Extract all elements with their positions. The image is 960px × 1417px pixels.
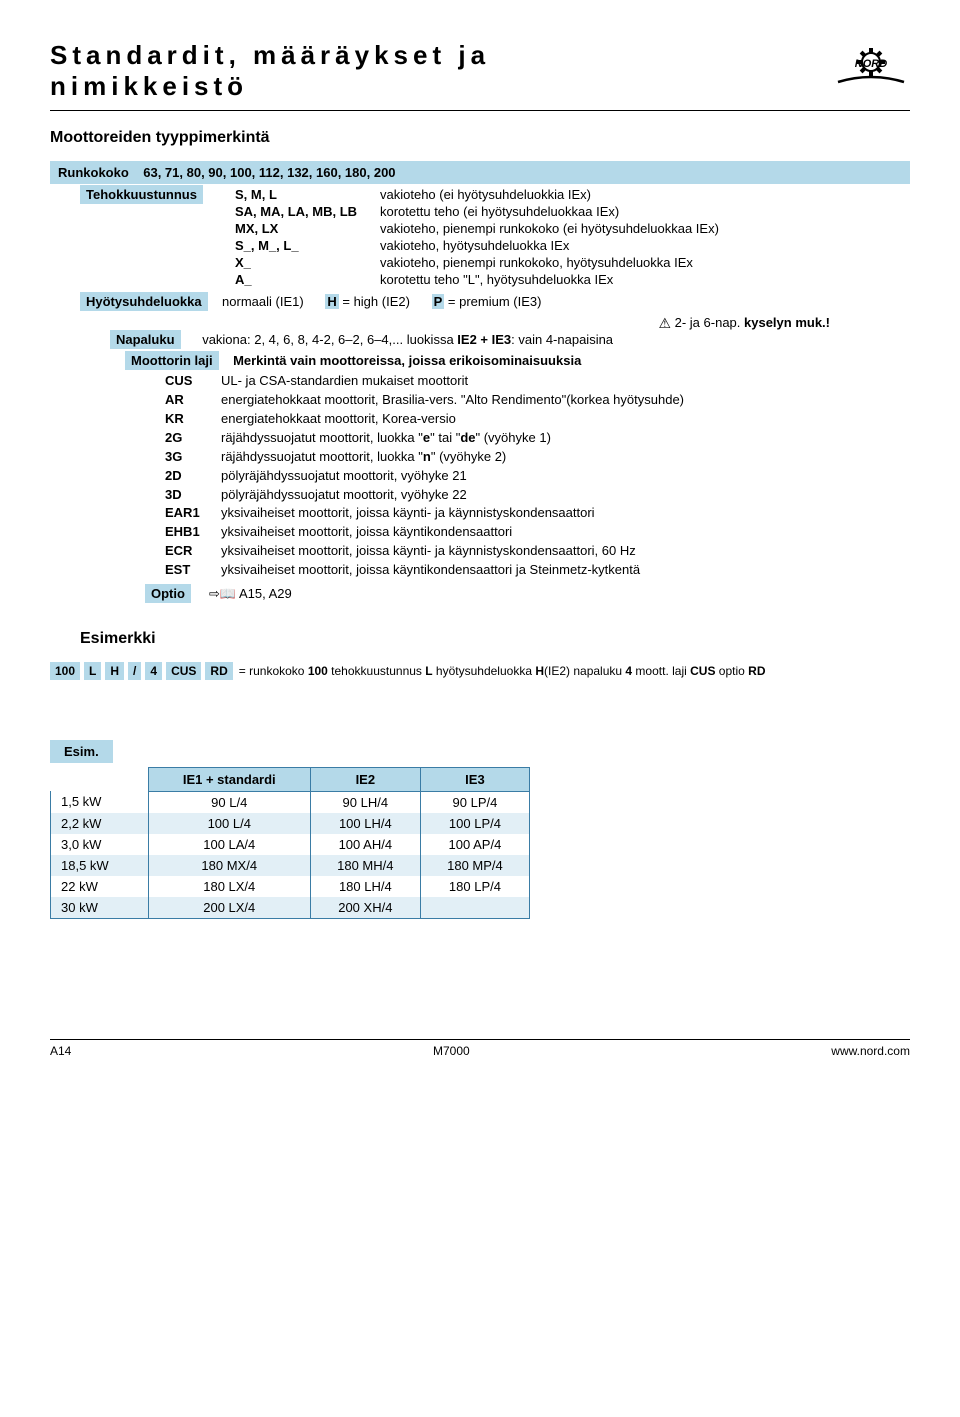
motor-code-row: KR energiatehokkaat moottorit, Korea-ver…: [165, 410, 910, 429]
motor-code-row: EST yksivaiheiset moottorit, joissa käyn…: [165, 561, 910, 580]
napaluku-label: Napaluku: [110, 330, 181, 349]
chip: 100: [50, 662, 80, 680]
teh-row5-label: A_: [235, 272, 380, 287]
chip: /: [128, 662, 141, 680]
runkokoko-label: Runkokoko: [58, 165, 129, 180]
footer-right: www.nord.com: [831, 1044, 910, 1058]
hyoty-prem-label: P: [432, 294, 445, 309]
example-text: = runkokoko 100 tehokkuustunnus L hyötys…: [237, 664, 766, 678]
motor-code-row: 2D pölyräjähdyssuojatut moottorit, vyöhy…: [165, 467, 910, 486]
teh-row5-value: korotettu teho "L", hyötysuhdeluokka IEx: [380, 272, 910, 287]
motor-code-row: 2G räjähdyssuojatut moottorit, luokka "e…: [165, 429, 910, 448]
motor-code-row: ECR yksivaiheiset moottorit, joissa käyn…: [165, 542, 910, 561]
esimerkki-heading: Esimerkki: [80, 630, 910, 648]
page-header: Standardit, määräykset ja nimikkeistö NO…: [50, 40, 910, 111]
moottorinlaji-subtitle: Merkintä vain moottoreissa, joissa eriko…: [233, 353, 581, 368]
page-title: Standardit, määräykset ja nimikkeistö: [50, 40, 490, 102]
warning-icon: ⚠: [658, 315, 671, 332]
teh-row4-value: vakioteho, pienempi runkokoko, hyötysuhd…: [380, 255, 910, 270]
table-row: 30 kW 200 LX/4 200 XH/4: [51, 897, 530, 919]
book-icon: 📖: [220, 586, 236, 602]
table-row: 3,0 kW 100 LA/4 100 AH/4 100 AP/4: [51, 834, 530, 855]
chip: RD: [205, 662, 232, 680]
table-row: 2,2 kW 100 L/4 100 LH/4 100 LP/4: [51, 813, 530, 834]
nord-logo: NORD: [832, 44, 910, 93]
svg-text:NORD: NORD: [855, 58, 887, 70]
chip: L: [84, 662, 101, 680]
teh-row0-label: S, M, L: [235, 187, 380, 202]
teh-row3-value: vakioteho, hyötysuhdeluokka IEx: [380, 238, 910, 253]
napaluku-text: vakiona: 2, 4, 6, 8, 4-2, 6–2, 6–4,... l…: [202, 332, 457, 347]
teh-row1-value: korotettu teho (ei hyötysuhdeluokkaa IEx…: [380, 204, 910, 219]
section-subtitle: Moottoreiden tyyppimerkintä: [50, 129, 910, 147]
hyoty-high-label: H: [325, 294, 338, 309]
chip: 4: [145, 662, 162, 680]
napaluku-tail: : vain 4-napaisina: [511, 332, 613, 347]
hyotysuhde-row: Hyötysuhdeluokka normaali (IE1) H = high…: [80, 294, 910, 309]
moottorinlaji-label: Moottorin laji: [125, 351, 219, 370]
runkokoko-row: Runkokoko 63, 71, 80, 90, 100, 112, 132,…: [50, 161, 910, 184]
moottorinlaji-block: Moottorin laji Merkintä vain moottoreiss…: [125, 353, 910, 368]
esim-badge: Esim.: [50, 740, 113, 763]
motor-code-row: 3D pölyräjähdyssuojatut moottorit, vyöhy…: [165, 486, 910, 505]
runkokoko-values: 63, 71, 80, 90, 100, 112, 132, 160, 180,…: [143, 165, 395, 180]
hyoty-high-text: = high (IE2): [339, 294, 410, 309]
teh-row4-label: X_: [235, 255, 380, 270]
table-row: 22 kW 180 LX/4 180 LH/4 180 LP/4: [51, 876, 530, 897]
esim-section: Esim. IE1 + standardi IE2 IE3 1,5 kW 90 …: [50, 740, 910, 919]
teh-row1-label: SA, MA, LA, MB, LB: [235, 204, 380, 219]
th: IE1 + standardi: [148, 767, 310, 791]
teh-row2-value: vakioteho, pienempi runkokoko (ei hyötys…: [380, 221, 910, 236]
title-line2: nimikkeistö: [50, 71, 248, 101]
hyoty-normal: normaali (IE1): [222, 294, 304, 309]
table-row: 18,5 kW 180 MX/4 180 MH/4 180 MP/4: [51, 855, 530, 876]
tehokkuus-block: Tehokkuustunnus S, M, L vakioteho (ei hy…: [80, 186, 910, 288]
nap-warning-bold: kyselyn muk.!: [744, 315, 830, 330]
example-bar: 100 L H / 4 CUS RD = runkokoko 100 tehok…: [50, 662, 910, 680]
th: IE2: [310, 767, 420, 791]
teh-row3-label: S_, M_, L_: [235, 238, 380, 253]
optio-label: Optio: [145, 584, 191, 603]
motor-codes-list: CUS UL- ja CSA-standardien mukaiset moot…: [165, 372, 910, 579]
nap-warning-text: 2- ja 6-nap.: [675, 315, 744, 330]
motor-code-row: EAR1 yksivaiheiset moottorit, joissa käy…: [165, 504, 910, 523]
motor-code-row: CUS UL- ja CSA-standardien mukaiset moot…: [165, 372, 910, 391]
table-header-row: IE1 + standardi IE2 IE3: [51, 767, 530, 791]
efficiency-table: IE1 + standardi IE2 IE3 1,5 kW 90 L/4 90…: [50, 767, 530, 919]
napaluku-bold: IE2 + IE3: [457, 332, 511, 347]
optio-row: Optio ⇨📖 A15, A29: [145, 586, 910, 602]
table-row: 1,5 kW 90 L/4 90 LH/4 90 LP/4: [51, 791, 530, 813]
motor-code-row: EHB1 yksivaiheiset moottorit, joissa käy…: [165, 523, 910, 542]
th: IE3: [420, 767, 529, 791]
tehokkuus-heading: Tehokkuustunnus: [80, 187, 235, 202]
motor-code-row: AR energiatehokkaat moottorit, Brasilia-…: [165, 391, 910, 410]
arrow-icon: ⇨: [209, 586, 220, 601]
chip: H: [105, 662, 124, 680]
hyoty-label: Hyötysuhdeluokka: [80, 292, 208, 311]
teh-row2-label: MX, LX: [235, 221, 380, 236]
footer-center: M7000: [433, 1044, 470, 1058]
title-line1: Standardit, määräykset ja: [50, 40, 490, 70]
chip: CUS: [166, 662, 201, 680]
teh-row0-value: vakioteho (ei hyötysuhdeluokkia IEx): [380, 187, 910, 202]
motor-code-row: 3G räjähdyssuojatut moottorit, luokka "n…: [165, 448, 910, 467]
optio-ref: A15, A29: [239, 586, 292, 601]
hyoty-prem-text: = premium (IE3): [444, 294, 541, 309]
page-footer: A14 M7000 www.nord.com: [50, 1039, 910, 1058]
footer-left: A14: [50, 1044, 71, 1058]
napaluku-row: Napaluku vakiona: 2, 4, 6, 8, 4-2, 6–2, …: [110, 332, 910, 347]
